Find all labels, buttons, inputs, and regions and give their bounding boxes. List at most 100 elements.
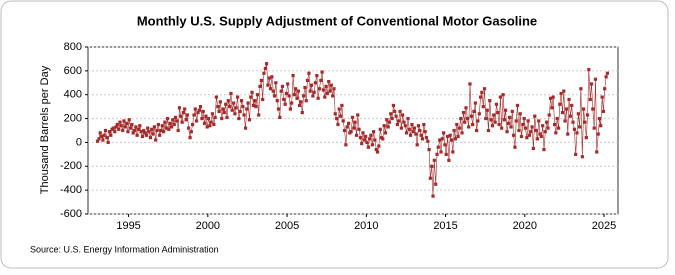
point bbox=[239, 99, 244, 103]
point bbox=[468, 82, 472, 86]
point bbox=[319, 78, 323, 82]
point bbox=[546, 126, 550, 130]
point bbox=[258, 84, 262, 88]
point bbox=[432, 158, 436, 162]
point bbox=[449, 138, 454, 142]
point bbox=[325, 91, 329, 96]
point bbox=[394, 114, 398, 118]
point bbox=[126, 130, 130, 134]
y-tick-label: -200 bbox=[60, 160, 82, 172]
point bbox=[554, 131, 558, 135]
point bbox=[344, 143, 348, 147]
point bbox=[545, 120, 549, 124]
point bbox=[98, 131, 102, 135]
point bbox=[393, 109, 397, 114]
point bbox=[282, 97, 286, 102]
point bbox=[414, 132, 418, 136]
point bbox=[283, 102, 287, 106]
point bbox=[489, 118, 493, 122]
point bbox=[339, 114, 343, 118]
point bbox=[370, 143, 374, 147]
point bbox=[510, 109, 514, 114]
point bbox=[191, 122, 195, 127]
point bbox=[159, 128, 163, 133]
point bbox=[383, 131, 388, 135]
point bbox=[337, 107, 341, 111]
point bbox=[538, 132, 542, 136]
point bbox=[254, 105, 258, 109]
point bbox=[99, 134, 104, 139]
point bbox=[150, 127, 154, 131]
point bbox=[185, 113, 189, 117]
point bbox=[375, 150, 380, 154]
point bbox=[447, 158, 451, 162]
point bbox=[547, 113, 551, 117]
point bbox=[374, 147, 378, 152]
point bbox=[593, 77, 598, 81]
point bbox=[156, 122, 160, 127]
point bbox=[262, 71, 266, 75]
point bbox=[234, 106, 238, 110]
point bbox=[397, 119, 401, 123]
point bbox=[165, 116, 170, 121]
point bbox=[419, 133, 423, 137]
point bbox=[357, 127, 361, 131]
point bbox=[361, 131, 365, 135]
point bbox=[463, 120, 467, 124]
point bbox=[526, 119, 530, 123]
point bbox=[568, 114, 573, 118]
point bbox=[377, 144, 381, 148]
point bbox=[151, 132, 155, 136]
point bbox=[202, 121, 207, 125]
point bbox=[356, 113, 360, 117]
point bbox=[331, 94, 335, 98]
point bbox=[411, 130, 415, 134]
point bbox=[422, 122, 426, 127]
point bbox=[404, 131, 409, 135]
point bbox=[162, 130, 166, 134]
point bbox=[117, 127, 121, 131]
point bbox=[309, 83, 314, 87]
point bbox=[504, 108, 508, 112]
point bbox=[266, 83, 270, 87]
point bbox=[501, 93, 505, 97]
point bbox=[222, 111, 226, 115]
y-tick-label: 800 bbox=[64, 41, 82, 53]
point bbox=[401, 113, 405, 117]
point bbox=[225, 115, 229, 119]
point bbox=[533, 114, 537, 118]
point bbox=[558, 102, 562, 106]
point bbox=[410, 122, 414, 127]
point bbox=[213, 115, 217, 119]
point bbox=[481, 105, 485, 109]
point bbox=[216, 105, 220, 109]
point bbox=[493, 120, 497, 124]
point bbox=[456, 134, 460, 139]
point bbox=[496, 111, 500, 115]
point bbox=[444, 152, 448, 156]
point bbox=[553, 122, 557, 127]
point bbox=[105, 136, 109, 140]
point bbox=[168, 121, 172, 125]
point bbox=[494, 102, 499, 106]
point bbox=[237, 116, 241, 121]
point bbox=[382, 124, 386, 128]
point bbox=[391, 103, 396, 108]
y-tick-label: -600 bbox=[60, 208, 82, 220]
point bbox=[451, 150, 455, 154]
point bbox=[555, 116, 559, 121]
chart-title: Monthly U.S. Supply Adjustment of Conven… bbox=[137, 13, 537, 28]
point bbox=[464, 106, 468, 110]
point bbox=[134, 125, 138, 129]
point bbox=[390, 116, 394, 121]
point bbox=[386, 125, 390, 129]
point bbox=[205, 125, 209, 129]
x-tick-label: 2000 bbox=[196, 220, 220, 232]
point bbox=[327, 79, 331, 84]
point bbox=[175, 119, 179, 123]
point bbox=[369, 133, 373, 137]
point bbox=[209, 120, 213, 124]
point bbox=[549, 96, 553, 100]
y-tick-label: 200 bbox=[64, 112, 82, 124]
point bbox=[208, 124, 212, 128]
